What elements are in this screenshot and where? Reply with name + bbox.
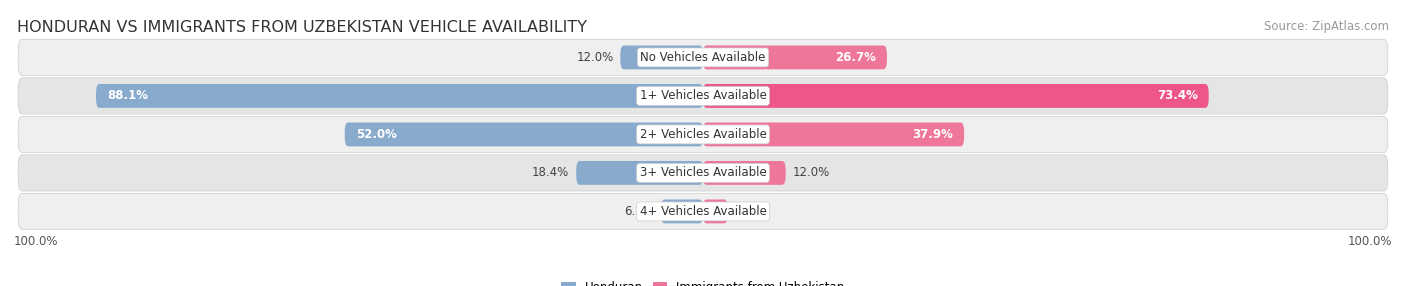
Text: 12.0%: 12.0% <box>793 166 830 179</box>
Text: 4+ Vehicles Available: 4+ Vehicles Available <box>640 205 766 218</box>
Text: 100.0%: 100.0% <box>14 235 59 248</box>
Text: 52.0%: 52.0% <box>356 128 396 141</box>
FancyBboxPatch shape <box>703 84 1209 108</box>
FancyBboxPatch shape <box>344 122 703 146</box>
FancyBboxPatch shape <box>703 122 965 146</box>
FancyBboxPatch shape <box>661 200 703 223</box>
FancyBboxPatch shape <box>703 45 887 69</box>
Text: 100.0%: 100.0% <box>1347 235 1392 248</box>
Text: 88.1%: 88.1% <box>107 90 148 102</box>
Text: 37.9%: 37.9% <box>912 128 953 141</box>
Text: No Vehicles Available: No Vehicles Available <box>640 51 766 64</box>
FancyBboxPatch shape <box>18 155 1388 191</box>
FancyBboxPatch shape <box>703 200 728 223</box>
Text: 2+ Vehicles Available: 2+ Vehicles Available <box>640 128 766 141</box>
FancyBboxPatch shape <box>96 84 703 108</box>
FancyBboxPatch shape <box>18 193 1388 229</box>
Text: HONDURAN VS IMMIGRANTS FROM UZBEKISTAN VEHICLE AVAILABILITY: HONDURAN VS IMMIGRANTS FROM UZBEKISTAN V… <box>17 20 586 35</box>
FancyBboxPatch shape <box>18 116 1388 152</box>
Text: 18.4%: 18.4% <box>531 166 569 179</box>
Text: 1+ Vehicles Available: 1+ Vehicles Available <box>640 90 766 102</box>
Text: 12.0%: 12.0% <box>576 51 613 64</box>
Text: 73.4%: 73.4% <box>1157 90 1198 102</box>
FancyBboxPatch shape <box>703 161 786 185</box>
Text: 3.6%: 3.6% <box>735 205 765 218</box>
FancyBboxPatch shape <box>620 45 703 69</box>
FancyBboxPatch shape <box>576 161 703 185</box>
Text: 26.7%: 26.7% <box>835 51 876 64</box>
Text: 3+ Vehicles Available: 3+ Vehicles Available <box>640 166 766 179</box>
Text: Source: ZipAtlas.com: Source: ZipAtlas.com <box>1264 20 1389 33</box>
Legend: Honduran, Immigrants from Uzbekistan: Honduran, Immigrants from Uzbekistan <box>557 276 849 286</box>
Text: 6.1%: 6.1% <box>624 205 654 218</box>
FancyBboxPatch shape <box>18 39 1388 76</box>
FancyBboxPatch shape <box>18 78 1388 114</box>
